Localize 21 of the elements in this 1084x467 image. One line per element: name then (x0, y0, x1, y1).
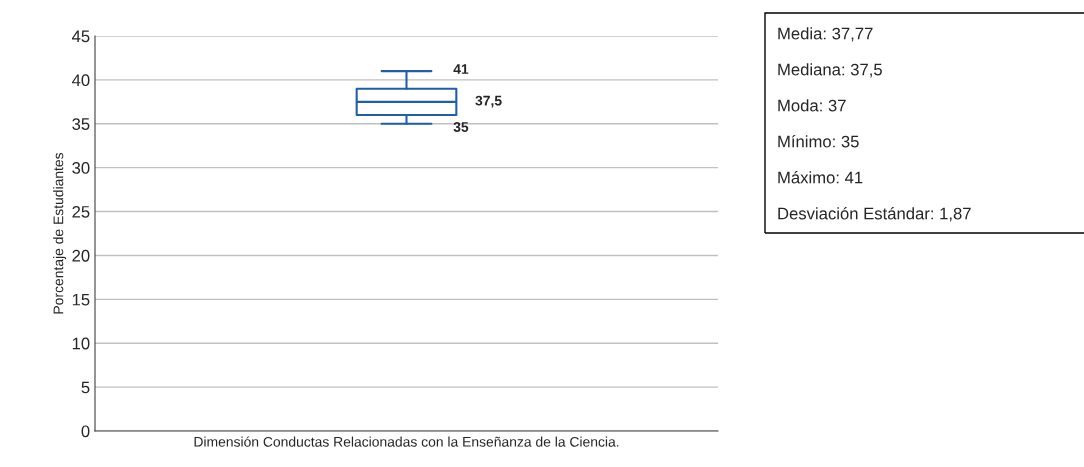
x-axis-title: Dimensión Conductas Relacionadas con la Enseñanza de la Ciencia. (194, 436, 619, 447)
y-axis-title: Porcentaje de Estudiantes (53, 152, 67, 314)
text: Mínimo: 35 (778, 135, 859, 148)
annotation: 37,5 (475, 95, 502, 108)
y-tick-label: 35 (72, 118, 90, 130)
annotation: 35 (453, 122, 469, 132)
y-tick-label: 5 (81, 381, 90, 394)
text: Mediana: 37,5 (778, 63, 882, 78)
y-tick-label: 25 (72, 205, 90, 218)
y-tick-label: 10 (72, 337, 90, 350)
y-tick-label: 40 (71, 74, 90, 87)
y-tick-label: 45 (71, 30, 90, 43)
y-tick-label: 20 (72, 249, 90, 262)
y-tick-label: 15 (72, 293, 90, 306)
text: Media: 37,77 (778, 27, 873, 42)
text: Moda: 37 (778, 99, 846, 112)
text: Desviación Estándar: 1,87 (778, 207, 971, 222)
y-tick-label: 0 (81, 425, 90, 438)
y-tick-label: 30 (72, 162, 90, 174)
annotation: 41 (453, 64, 469, 74)
text: Máximo: 41 (778, 171, 863, 184)
